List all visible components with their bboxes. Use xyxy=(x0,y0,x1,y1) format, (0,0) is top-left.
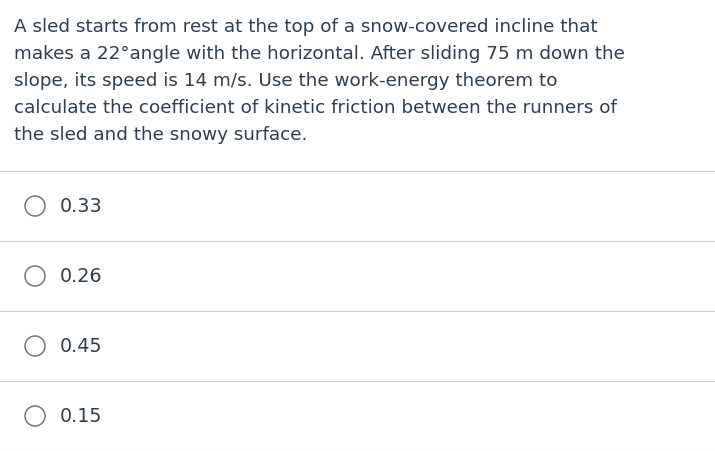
Text: slope, its speed is 14 m/s. Use the work-energy theorem to: slope, its speed is 14 m/s. Use the work… xyxy=(14,72,558,90)
Text: A sled starts from rest at the top of a snow-covered incline that: A sled starts from rest at the top of a … xyxy=(14,18,598,36)
Text: 0.26: 0.26 xyxy=(60,267,103,285)
Text: 0.45: 0.45 xyxy=(60,336,102,355)
Text: the sled and the snowy surface.: the sled and the snowy surface. xyxy=(14,126,307,144)
Text: 0.15: 0.15 xyxy=(60,406,102,425)
Text: makes a 22°angle with the horizontal. After sliding 75 m down the: makes a 22°angle with the horizontal. Af… xyxy=(14,45,625,63)
Text: 0.33: 0.33 xyxy=(60,197,103,216)
Text: calculate the coefficient of kinetic friction between the runners of: calculate the coefficient of kinetic fri… xyxy=(14,99,617,117)
